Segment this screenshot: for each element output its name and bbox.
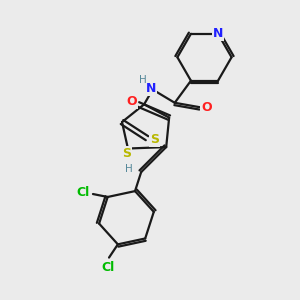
Text: O: O	[201, 101, 211, 114]
Text: Cl: Cl	[101, 261, 114, 274]
Text: N: N	[213, 27, 223, 40]
Text: Cl: Cl	[76, 186, 89, 199]
Text: S: S	[150, 133, 159, 146]
Text: N: N	[146, 82, 156, 94]
Text: H: H	[140, 75, 147, 85]
Text: S: S	[122, 147, 131, 160]
Text: O: O	[126, 95, 137, 108]
Text: H: H	[125, 164, 133, 174]
